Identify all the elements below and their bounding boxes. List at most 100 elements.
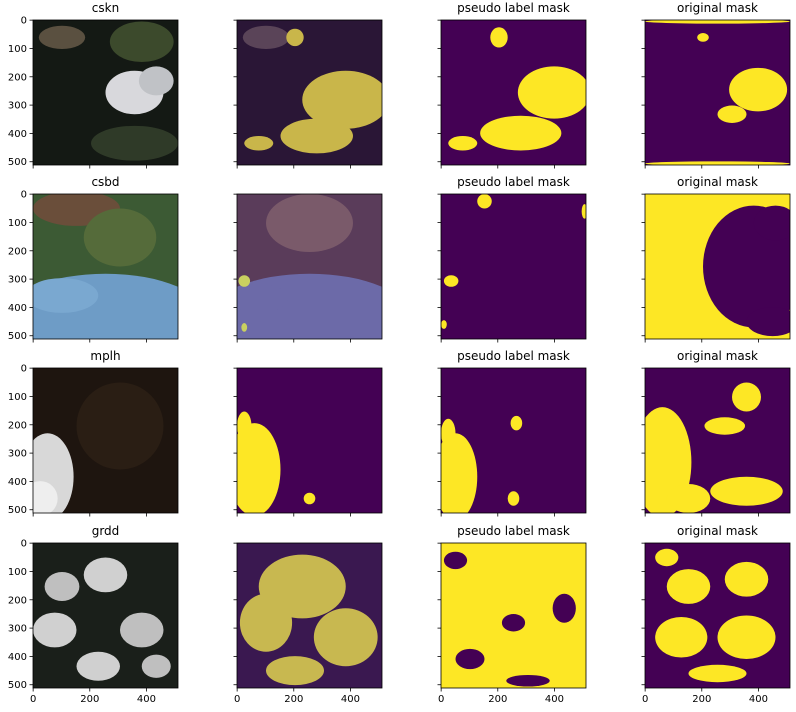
image-region (477, 194, 492, 209)
panel: mplh 0 100 200 300 400 500 (8, 349, 179, 517)
y-tick-label: 0 (21, 539, 27, 550)
image-region (237, 411, 252, 441)
panel (233, 19, 383, 169)
image-region (729, 67, 788, 112)
axes-title: original mask (677, 1, 758, 15)
image-region (266, 656, 324, 686)
axes-title: pseudo label mask (457, 175, 570, 189)
image (645, 368, 790, 513)
panel: csbd 0 100 200 300 400 500 (8, 175, 179, 343)
axes-title: grdd (92, 524, 120, 538)
image-region (244, 136, 274, 151)
y-tick-label: 200 (8, 72, 27, 83)
image-region (507, 491, 520, 506)
image-region (141, 654, 171, 678)
y-tick-label: 500 (8, 505, 27, 516)
image-region (746, 307, 790, 337)
image-region (242, 25, 290, 49)
image-region (666, 569, 711, 604)
image-region (552, 593, 576, 623)
panel: pseudo label mask (437, 1, 587, 169)
y-tick-label: 0 (21, 364, 27, 375)
x-tick-label: 400 (749, 694, 768, 705)
image-region (506, 674, 550, 687)
axes-frame (32, 19, 179, 166)
image (645, 20, 790, 165)
axes-frame (32, 542, 179, 689)
x-tick-label: 200 (488, 694, 507, 705)
y-tick-label: 400 (8, 303, 27, 314)
image-region (109, 21, 174, 63)
image-region (76, 651, 120, 681)
axes-frame (440, 193, 587, 340)
y-tick-label: 300 (8, 624, 27, 635)
panel (233, 367, 383, 517)
image-region (303, 492, 316, 505)
axes-frame (644, 367, 791, 514)
axes-frame (644, 542, 791, 689)
image-region (38, 25, 86, 49)
image-region (44, 572, 80, 601)
y-tick-label: 300 (8, 101, 27, 112)
image-region (688, 664, 747, 683)
axes-title: pseudo label mask (457, 524, 570, 538)
image-region (510, 415, 523, 431)
image (237, 194, 382, 339)
axes-frame (440, 367, 587, 514)
axes-frame (236, 19, 383, 166)
x-tick-label: 0 (438, 694, 444, 705)
y-tick-label: 100 (8, 392, 27, 403)
image-region (266, 194, 353, 252)
image-region (286, 28, 304, 47)
image-region (455, 648, 485, 670)
image-background (645, 543, 790, 688)
image-region (704, 417, 746, 435)
axes-frame (236, 193, 383, 340)
axes-frame (440, 542, 587, 689)
axes-frame (236, 367, 383, 514)
axes-title: pseudo label mask (457, 1, 570, 15)
image (441, 20, 586, 165)
image-region (83, 208, 157, 267)
image-region (448, 136, 478, 151)
image-region (645, 20, 790, 24)
image-region (280, 118, 353, 154)
image-region (717, 615, 776, 659)
y-tick-label: 200 (8, 246, 27, 257)
axes-title: original mask (677, 524, 758, 538)
image-region (655, 548, 679, 567)
axes-frame (32, 193, 179, 340)
image-region (697, 33, 709, 42)
image-region (91, 125, 178, 161)
panel: 0 200 400 (233, 542, 383, 705)
image-region (138, 66, 174, 96)
x-tick-label: 400 (341, 694, 360, 705)
image-region (645, 161, 790, 165)
y-tick-label: 500 (8, 157, 27, 168)
axes-title: original mask (677, 349, 758, 363)
image-region (302, 70, 382, 129)
image-region (83, 557, 128, 593)
panel: original mask (641, 175, 791, 343)
image-region (313, 608, 378, 667)
image-region (33, 278, 99, 313)
axes-frame (644, 19, 791, 166)
image (441, 368, 586, 513)
image (237, 20, 382, 165)
x-tick-label: 400 (137, 694, 156, 705)
y-tick-label: 400 (8, 477, 27, 488)
image-region (237, 283, 288, 313)
image-region (480, 115, 562, 151)
image-region (581, 204, 586, 219)
panel: original mask (641, 1, 791, 169)
image-region (237, 423, 281, 513)
image-region (237, 273, 382, 339)
axes-title: original mask (677, 175, 758, 189)
y-tick-label: 200 (8, 595, 27, 606)
image-region (76, 382, 164, 470)
panel: pseudo label mask (437, 175, 587, 343)
image-region (443, 275, 459, 287)
image-region (441, 418, 456, 448)
y-tick-label: 100 (8, 44, 27, 55)
panel: original mask 0 200 400 (641, 524, 791, 705)
